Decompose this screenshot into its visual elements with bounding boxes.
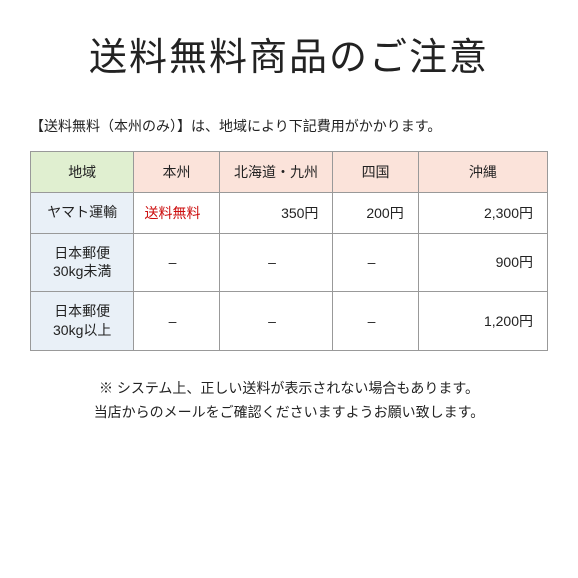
table-body: ヤマト運輸送料無料350円200円2,300円日本郵便30kg未満–––900円… <box>31 192 548 351</box>
row-header-carrier: 日本郵便30kg以上 <box>31 292 134 351</box>
table-row: ヤマト運輸送料無料 350円200円2,300円 <box>31 192 548 233</box>
fee-cell: – <box>134 233 219 292</box>
document-root: 送料無料商品のご注意 【送料無料（本州のみ）】は、地域により下記費用がかかります… <box>0 0 578 435</box>
fee-cell: – <box>333 292 418 351</box>
table-row: 日本郵便30kg以上–––1,200円 <box>31 292 548 351</box>
fee-cell: – <box>219 292 333 351</box>
fee-cell: – <box>134 292 219 351</box>
free-shipping-label: 送料無料 <box>145 205 201 221</box>
fee-cell: – <box>219 233 333 292</box>
col-header-hokkaido-kyushu: 北海道・九州 <box>219 151 333 192</box>
row-header-carrier: ヤマト運輸 <box>31 192 134 233</box>
fee-cell: 1,200円 <box>418 292 547 351</box>
page-title: 送料無料商品のご注意 <box>30 26 548 81</box>
note-line-2: 当店からのメールをご確認くださいますようお願い致します。 <box>30 401 548 425</box>
fee-cell: 200円 <box>333 192 418 233</box>
col-header-shikoku: 四国 <box>333 151 418 192</box>
row-header-carrier: 日本郵便30kg未満 <box>31 233 134 292</box>
col-header-region: 地域 <box>31 151 134 192</box>
table-header-row: 地域 本州 北海道・九州 四国 沖縄 <box>31 151 548 192</box>
table-row: 日本郵便30kg未満–––900円 <box>31 233 548 292</box>
footer-notes: ※ システム上、正しい送料が表示されない場合もあります。 当店からのメールをご確… <box>30 377 548 425</box>
col-header-okinawa: 沖縄 <box>418 151 547 192</box>
fee-cell: 900円 <box>418 233 547 292</box>
note-line-1: ※ システム上、正しい送料が表示されない場合もあります。 <box>30 377 548 401</box>
col-header-honshu: 本州 <box>134 151 219 192</box>
fee-cell: – <box>333 233 418 292</box>
fee-cell: 350円 <box>219 192 333 233</box>
intro-text: 【送料無料（本州のみ）】は、地域により下記費用がかかります。 <box>30 117 548 137</box>
fee-cell: 送料無料 <box>134 192 219 233</box>
shipping-fee-table: 地域 本州 北海道・九州 四国 沖縄 ヤマト運輸送料無料 350円200円2,30… <box>30 151 548 352</box>
fee-cell: 2,300円 <box>418 192 547 233</box>
